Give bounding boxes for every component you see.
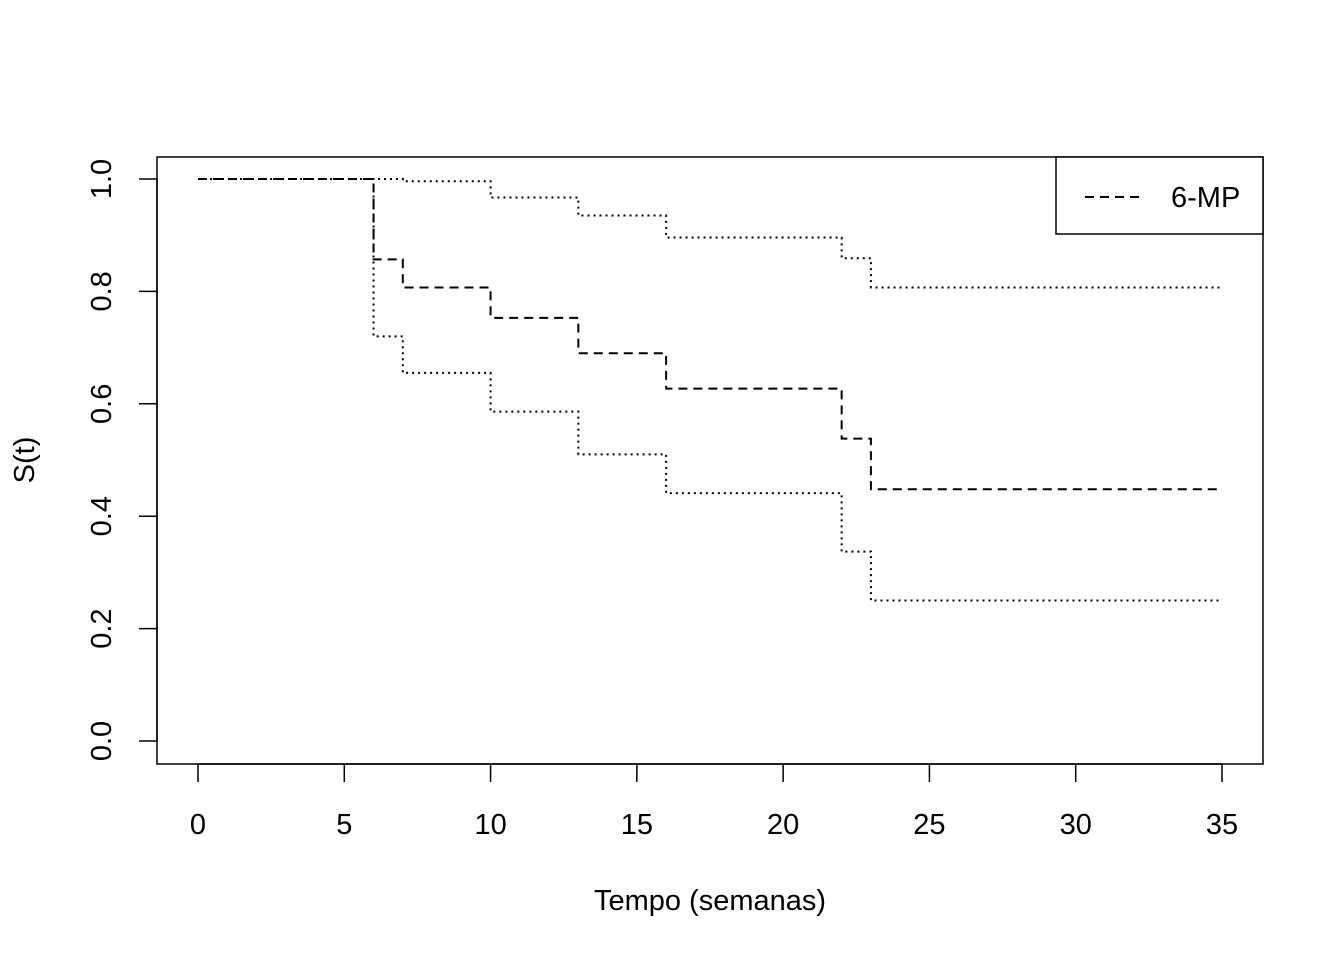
legend-box xyxy=(1055,156,1264,235)
x-tick-label: 35 xyxy=(1206,809,1238,841)
y-tick-label: 0.2 xyxy=(86,608,118,648)
y-tick-label: 0.4 xyxy=(86,496,118,536)
x-tick-label: 5 xyxy=(336,809,352,841)
legend-label: 6-MP xyxy=(1171,182,1240,214)
x-axis-label: Tempo (semanas) xyxy=(594,885,826,917)
x-tick-label: 25 xyxy=(913,809,945,841)
x-tick-label: 20 xyxy=(767,809,799,841)
y-tick-label: 0.6 xyxy=(86,384,118,424)
y-tick-label: 1.0 xyxy=(86,159,118,199)
y-axis-label: S(t) xyxy=(9,437,41,484)
series-upper-ci xyxy=(198,178,1222,289)
x-tick-label: 10 xyxy=(474,809,506,841)
x-tick-label: 30 xyxy=(1060,809,1092,841)
series-group xyxy=(198,178,1222,602)
legend: 6-MP xyxy=(1055,156,1264,235)
series-6-mp xyxy=(198,178,1222,491)
x-tick-label: 15 xyxy=(621,809,653,841)
x-tick-label: 0 xyxy=(190,809,206,841)
y-tick-label: 0.0 xyxy=(86,721,118,761)
plot-frame xyxy=(156,156,1264,765)
axes: 0 5 10 15 20 25 30 35 0.0 0.2 0.4 0.6 0.8 1.0 xyxy=(86,159,1238,841)
series-lower-ci xyxy=(198,178,1222,602)
y-tick-label: 0.8 xyxy=(86,271,118,311)
